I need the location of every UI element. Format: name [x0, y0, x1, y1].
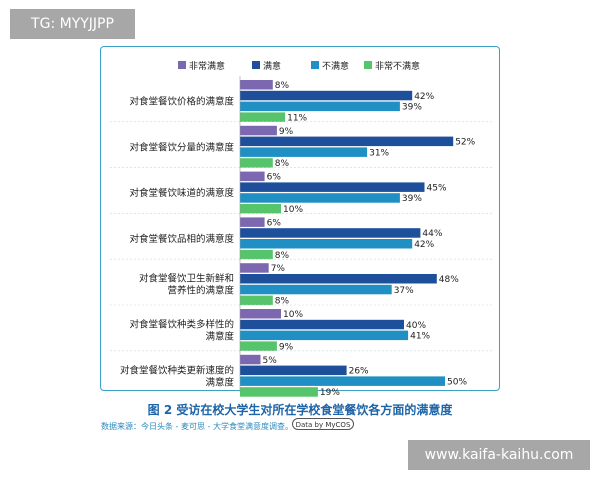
bar-1-1	[240, 136, 454, 147]
bar-0-1	[240, 90, 413, 101]
bar-5-2	[240, 330, 409, 341]
data-label: 50%	[447, 377, 467, 387]
category-label: 满意度	[205, 330, 234, 342]
category-labels: 对食堂餐饮价格的满意度对食堂餐饮分量的满意度对食堂餐饮味道的满意度对食堂餐饮品相…	[120, 95, 235, 388]
bar-5-3	[240, 341, 277, 351]
data-label: 40%	[406, 321, 426, 331]
data-label: 8%	[275, 159, 290, 169]
bar-0-3	[240, 112, 286, 122]
bar-3-1	[240, 228, 421, 238]
bar-4-3	[240, 295, 273, 306]
bar-2-1	[240, 182, 425, 192]
bar-6-3	[240, 387, 318, 397]
data-label: 41%	[410, 332, 430, 342]
bars: 8%42%39%11%9%52%31%8%6%45%39%10%6%44%42%…	[110, 76, 494, 398]
data-label: 19%	[320, 388, 340, 398]
bar-4-1	[240, 274, 437, 284]
data-label: 44%	[422, 229, 442, 239]
bar-4-2	[240, 284, 392, 295]
data-label: 9%	[279, 127, 294, 137]
bar-5-1	[240, 319, 404, 330]
bar-chart: 非常满意 满意 不满意 非常不满意 对食堂餐饮价格的满意度对食堂餐饮分量的满意度对食堂…	[110, 60, 494, 398]
bar-5-0	[240, 309, 281, 319]
bar-2-2	[240, 193, 400, 203]
data-label: 39%	[402, 103, 422, 113]
legend-label-0: 非常满意	[189, 60, 225, 72]
bar-1-0	[240, 125, 277, 136]
figure-caption: 图 2 受访在校大学生对所在学校食堂餐饮各方面的满意度	[147, 403, 453, 417]
data-label: 26%	[349, 367, 369, 377]
bar-3-0	[240, 217, 265, 227]
watermark-bottom: www.kaifa-kaihu.com	[408, 440, 590, 470]
bar-1-2	[240, 147, 368, 157]
category-label: 对食堂餐饮分量的满意度	[129, 141, 234, 153]
legend-swatch-2	[311, 61, 319, 69]
data-source: 数据来源：今日头条 - 麦可思 - 大学食堂满意度调查。	[101, 422, 293, 431]
data-label: 42%	[414, 240, 434, 250]
data-label: 7%	[271, 264, 286, 274]
data-label: 10%	[283, 205, 303, 215]
category-label: 对食堂餐饮价格的满意度	[129, 95, 234, 107]
data-label: 11%	[287, 113, 307, 123]
data-label: 31%	[369, 148, 389, 158]
category-label: 对食堂餐饮种类更新速度的	[120, 364, 234, 376]
data-label: 6%	[267, 218, 282, 228]
legend-label-1: 满意	[263, 60, 281, 72]
legend-swatch-0	[178, 61, 186, 69]
category-label: 对食堂餐饮味道的满意度	[129, 187, 234, 199]
bar-0-0	[240, 80, 273, 90]
data-label: 8%	[275, 81, 290, 91]
bar-2-0	[240, 171, 265, 182]
legend-swatch-1	[252, 61, 260, 69]
data-label: 52%	[455, 138, 475, 148]
data-label: 10%	[283, 310, 303, 320]
bar-0-2	[240, 101, 400, 112]
data-label: 8%	[275, 297, 290, 307]
category-label: 满意度	[205, 376, 234, 388]
bar-3-3	[240, 249, 273, 260]
data-label: 6%	[267, 173, 282, 183]
data-label: 37%	[394, 286, 414, 296]
legend-label-3: 非常不满意	[375, 60, 420, 72]
legend-swatch-3	[364, 61, 372, 69]
data-label: 45%	[427, 183, 447, 193]
bar-6-0	[240, 354, 261, 365]
bar-1-3	[240, 158, 273, 168]
bar-4-0	[240, 263, 269, 273]
data-label: 42%	[414, 92, 434, 102]
bar-6-1	[240, 365, 347, 376]
bar-3-2	[240, 239, 413, 249]
data-label: 48%	[439, 275, 459, 285]
legend: 非常满意 满意 不满意 非常不满意	[178, 60, 420, 72]
legend-label-2: 不满意	[322, 60, 349, 72]
data-label: 8%	[275, 251, 290, 261]
category-label: 对食堂餐饮卫生新鲜和	[139, 273, 234, 285]
bar-2-3	[240, 204, 281, 214]
category-label: 对食堂餐饮品相的满意度	[129, 233, 234, 245]
mycos-logo: Data by MyCOS	[292, 418, 354, 430]
bar-6-2	[240, 376, 445, 386]
data-label: 39%	[402, 194, 422, 204]
data-label: 9%	[279, 342, 294, 352]
data-label: 5%	[263, 356, 278, 366]
watermark-top: TG: MYYJJPP	[10, 9, 135, 39]
category-label: 对食堂餐饮种类多样性的	[129, 318, 234, 330]
category-label: 营养性的满意度	[167, 285, 234, 297]
